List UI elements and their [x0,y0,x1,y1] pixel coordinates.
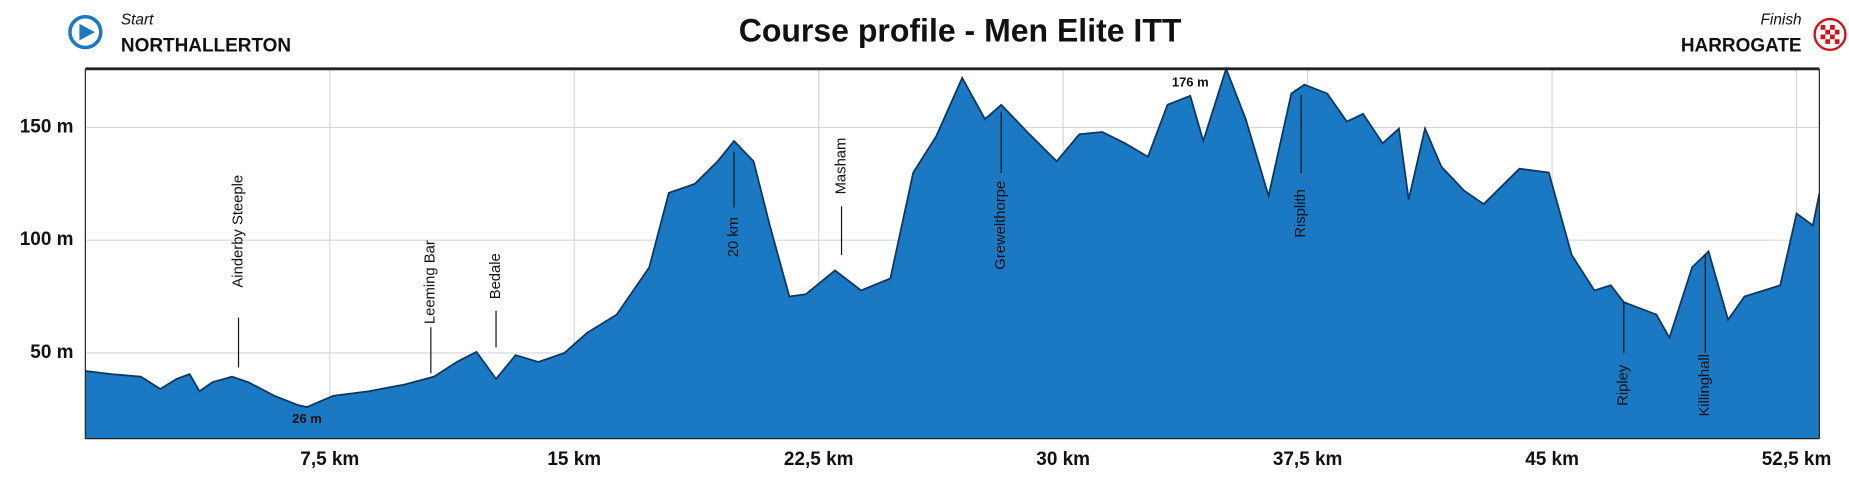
elevation-area [85,68,1820,439]
annotation-label: Ripley [1616,364,1632,406]
finish-label: Finish [1761,11,1802,28]
y-tick-label: 100 m [20,229,74,250]
x-tick-label: 30 km [1036,449,1090,470]
start-place: NORTHALLERTON [121,35,291,56]
x-tick-label: 37,5 km [1273,449,1343,470]
chart-title: Course profile - Men Elite ITT [739,13,1182,49]
annotation-label: Leeming Bar [423,240,439,324]
annotation-label: 20 km [726,217,742,257]
elevation-label: 176 m [1172,74,1209,89]
x-tick-label: 22,5 km [784,449,854,470]
annotation-label: Masham [833,138,849,195]
x-tick-label: 45 km [1525,449,1579,470]
y-tick-label: 150 m [20,116,74,137]
elevation-line [85,66,1821,409]
elevation-label: 26 m [292,411,322,426]
x-tick-label: 52,5 km [1762,449,1832,470]
annotation-label: Bedale [488,253,504,299]
x-tick-label: 15 km [547,449,601,470]
y-tick-label: 50 m [30,342,73,363]
x-tick-label: 7,5 km [300,449,359,470]
start-label: Start [121,11,154,28]
annotation-label: Risplith [1293,189,1309,238]
annotation-label: Ainderby Steeple [230,175,246,288]
start-icon-arrow [79,23,95,41]
annotation-label: Grewelthorpe [993,181,1009,270]
annotation-label: Killinghall [1697,354,1713,417]
finish-place: HARROGATE [1681,35,1802,56]
finish-icon [1813,17,1847,52]
